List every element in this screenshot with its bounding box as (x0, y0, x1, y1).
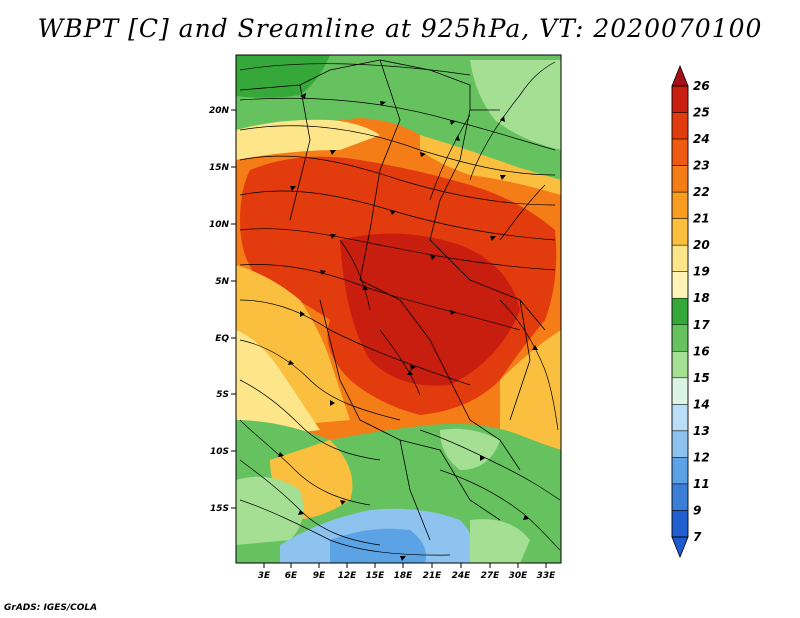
colorbar-label: 26 (693, 79, 710, 93)
colorbar-label: 17 (693, 318, 710, 332)
streamlines (239, 61, 561, 556)
lon-label: 30E (509, 571, 529, 581)
colorbar: 26 25 24 23 22 21 20 19 18 17 16 15 14 13 12 11 9 7 (671, 64, 710, 559)
lat-label: 5S (216, 390, 229, 400)
colorbar-segment (671, 297, 689, 326)
lon-label: 24E (452, 571, 472, 581)
colorbar-label: 20 (693, 238, 710, 252)
lat-label: 10N (209, 220, 230, 230)
colorbar-segment (671, 244, 689, 272)
colorbar-label: 14 (693, 397, 710, 411)
lat-axis: 20N 15N 10N 5N EQ 5S 10S 15S (209, 106, 236, 514)
colorbar-label: 22 (693, 185, 710, 199)
colorbar-labels: 26 25 24 23 22 21 20 19 18 17 16 15 14 13 12 11 9 7 (693, 79, 710, 544)
lon-label: 27E (481, 571, 501, 581)
colorbar-segment (671, 483, 689, 511)
lon-label: 18E (394, 571, 414, 581)
lon-label: 9E (313, 571, 326, 581)
colorbar-segment (671, 351, 689, 379)
lon-label: 3E (258, 571, 271, 581)
lat-label: 20N (209, 106, 230, 116)
lat-label: 15N (209, 163, 230, 173)
colorbar-segment (671, 138, 689, 166)
colorbar-label: 9 (693, 503, 701, 517)
colorbar-label: 13 (693, 424, 710, 438)
lat-label: EQ (215, 334, 229, 344)
country-borders (239, 59, 546, 541)
footer-credit: GrADS: IGES/COLA (4, 603, 98, 613)
colorbar-segment (671, 165, 689, 193)
lon-label: 15E (366, 571, 386, 581)
colorbar-label: 24 (693, 132, 710, 146)
map-frame (235, 54, 562, 564)
lon-label: 21E (423, 571, 443, 581)
colorbar-segment (671, 510, 689, 538)
colorbar-segment (671, 457, 689, 485)
lon-label: 12E (338, 571, 358, 581)
colorbar-segments (671, 85, 689, 538)
colorbar-segment (671, 191, 689, 219)
colorbar-segment (671, 324, 689, 352)
colorbar-label: 21 (693, 212, 710, 226)
colorbar-segment (671, 404, 689, 432)
map-title: WBPT [C] and Sreamline at 925hPa, VT: 20… (37, 14, 763, 43)
colorbar-label: 12 (693, 450, 710, 464)
lon-label: 33E (537, 571, 557, 581)
colorbar-label: 23 (693, 159, 710, 173)
colorbar-segment (671, 430, 689, 458)
colorbar-segment (671, 112, 689, 140)
colorbar-label: 7 (693, 530, 702, 544)
lat-label: 5N (215, 277, 229, 287)
colorbar-label: 15 (693, 371, 710, 385)
lon-label: 6E (285, 571, 298, 581)
colorbar-segment (671, 85, 689, 113)
colorbar-segment (671, 271, 689, 299)
lat-label: 15S (210, 504, 229, 514)
colorbar-top-cap (671, 64, 689, 87)
colorbar-label: 16 (693, 344, 710, 358)
lat-label: 10S (210, 447, 229, 457)
colorbar-label: 19 (693, 265, 710, 279)
colorbar-label: 25 (693, 106, 710, 120)
temperature-field (236, 55, 561, 563)
colorbar-segment (671, 218, 689, 246)
colorbar-bottom-cap (671, 536, 689, 559)
colorbar-segment (671, 377, 689, 405)
colorbar-label: 18 (693, 291, 710, 305)
stream-arrows (278, 93, 538, 561)
lon-axis: 3E 6E 9E 12E 15E 18E 21E 24E 27E 30E 33E (258, 563, 556, 581)
colorbar-label: 11 (693, 477, 710, 491)
